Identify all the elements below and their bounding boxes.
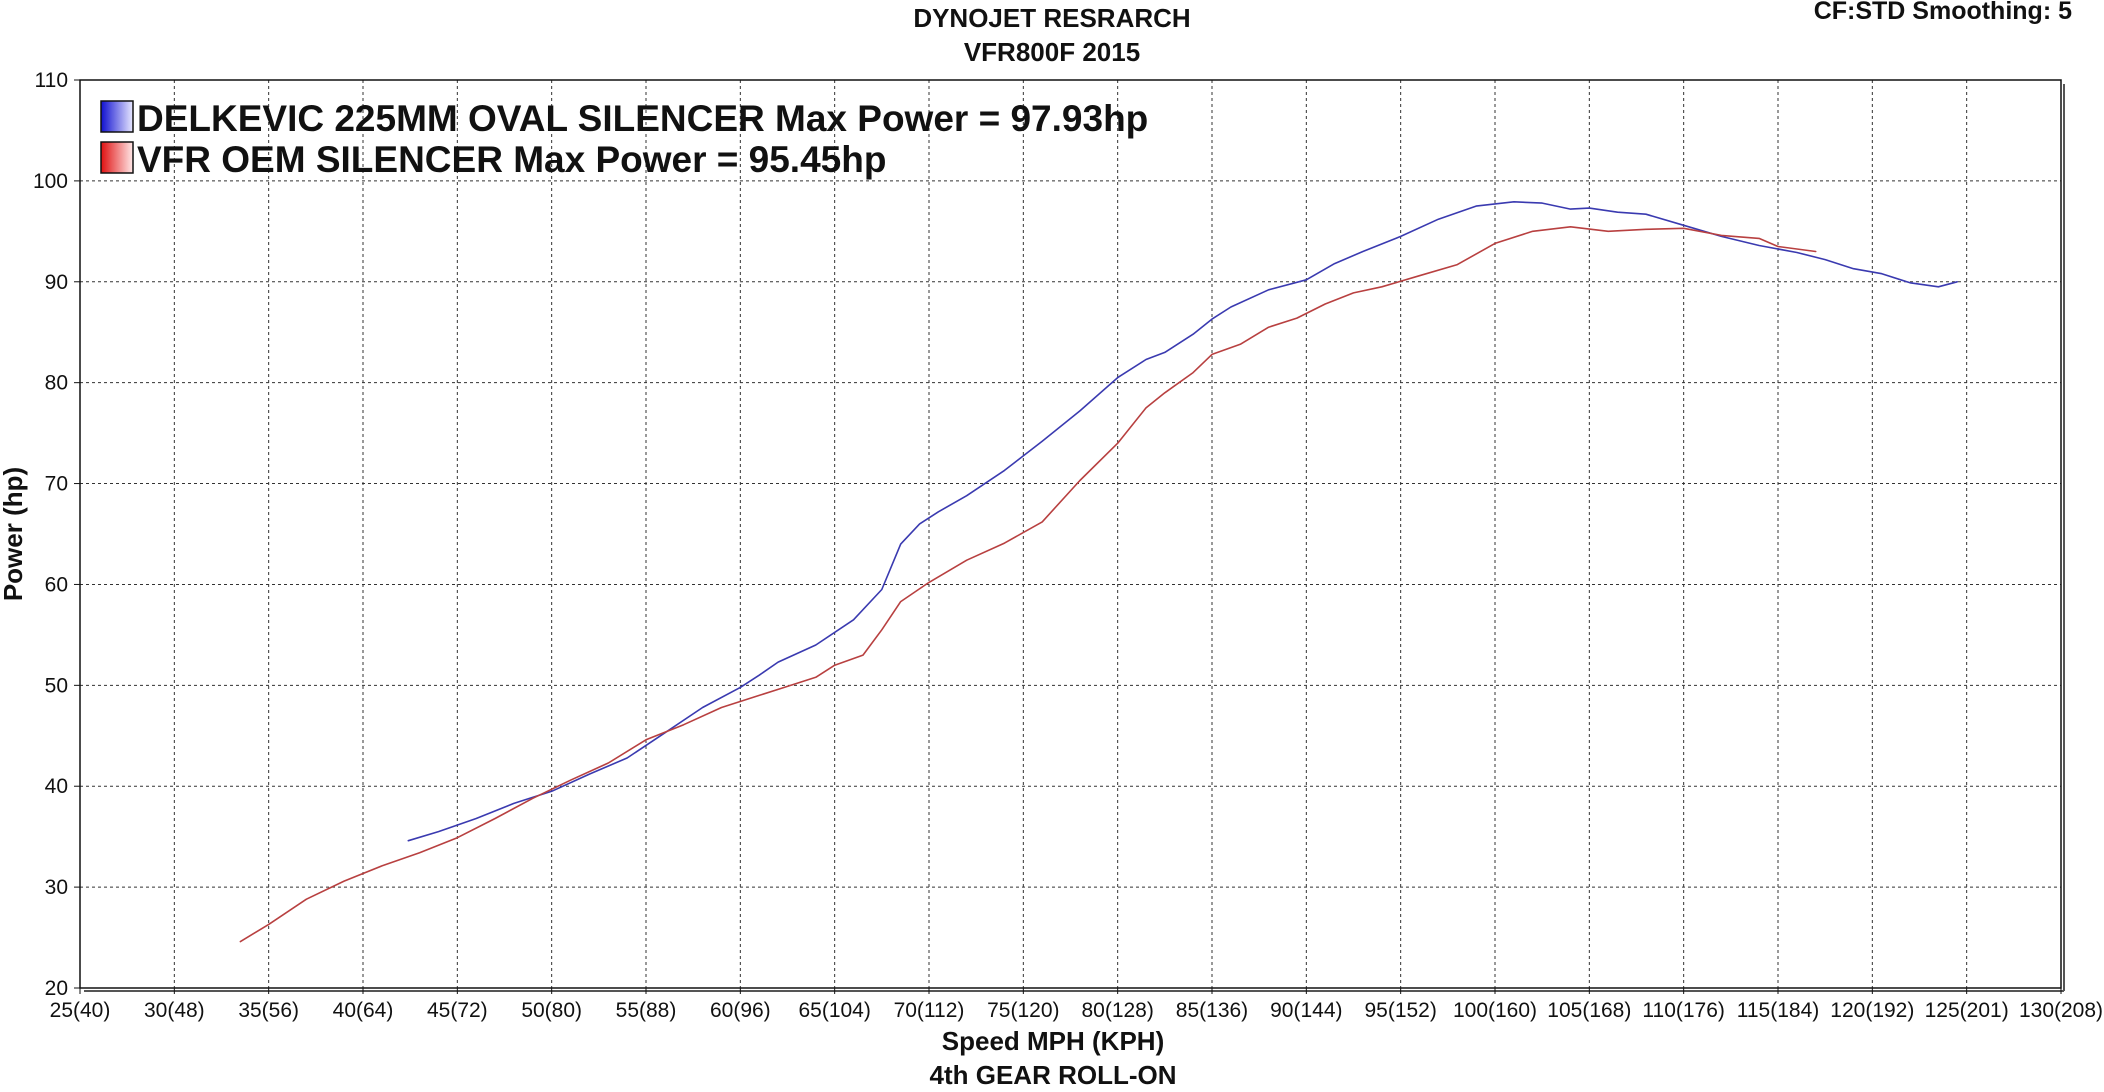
series-line-vfr-oem (239, 226, 1817, 943)
legend: DELKEVIC 225MM OVAL SILENCER Max Power =… (100, 98, 1148, 180)
x-tick-label: 130(208) (2019, 999, 2103, 1022)
x-tick-label: 35(56) (238, 999, 299, 1022)
grid-lines (80, 80, 2061, 988)
x-axis-label: Speed MPH (KPH) (942, 1026, 1164, 1056)
x-tick-label: 115(184) (1737, 999, 1820, 1022)
y-tick-label: 90 (45, 271, 68, 294)
x-axis-sublabel: 4th GEAR ROLL-ON (930, 1060, 1177, 1087)
y-tick-label: 30 (45, 876, 68, 899)
x-tick-label: 65(104) (798, 999, 870, 1022)
x-tick-label: 45(72) (427, 999, 488, 1022)
y-axis-label: Power (hp) (0, 467, 28, 601)
x-tick-label: 30(48) (144, 999, 205, 1022)
x-tick-label: 25(40) (50, 999, 111, 1022)
x-tick-label: 105(168) (1547, 999, 1631, 1022)
x-tick-label: 110(176) (1642, 999, 1725, 1022)
x-tick-label: 100(160) (1453, 999, 1537, 1022)
y-tick-label: 110 (35, 69, 68, 92)
legend-label-delkevic: DELKEVIC 225MM OVAL SILENCER Max Power =… (137, 98, 1148, 139)
x-tick-label: 85(136) (1176, 999, 1248, 1022)
y-tick-label: 70 (45, 473, 68, 496)
chart-subtitle: VFR800F 2015 (964, 37, 1140, 67)
legend-label-vfr-oem: VFR OEM SILENCER Max Power = 95.45hp (137, 139, 886, 180)
legend-swatch-delkevic (100, 100, 134, 133)
x-tick-label: 95(152) (1364, 999, 1436, 1022)
x-tick-label: 80(128) (1081, 999, 1153, 1022)
y-tick-label: 20 (45, 977, 68, 1000)
series-line-delkevic (407, 201, 1958, 842)
x-tick-label: 50(80) (521, 999, 582, 1022)
x-tick-labels: 25(40) 30(48) 35(56) 40(64) 45(72) 50(80) 55(8… (50, 988, 2103, 1022)
x-tick-label: 55(88) (616, 999, 677, 1022)
y-tick-label: 40 (45, 775, 68, 798)
x-tick-label: 125(201) (1925, 999, 2009, 1022)
x-tick-label: 120(192) (1830, 999, 1914, 1022)
series-lines (239, 201, 1958, 943)
y-tick-label: 80 (45, 372, 68, 395)
x-tick-label: 70(112) (894, 999, 965, 1022)
x-tick-label: 40(64) (333, 999, 394, 1022)
legend-swatch-vfr-oem (100, 141, 134, 174)
cf-smoothing-label: CF:STD Smoothing: 5 (1814, 0, 2072, 25)
y-tick-label: 100 (33, 170, 68, 193)
chart-title: DYNOJET RESRARCH (913, 3, 1190, 33)
y-tick-labels: 20 30 40 50 60 70 80 90 100 110 (33, 69, 80, 1000)
x-tick-label: 60(96) (710, 999, 771, 1022)
y-tick-label: 50 (45, 674, 68, 697)
y-tick-label: 60 (45, 573, 68, 596)
plot-frame (79, 79, 2062, 989)
x-tick-label: 90(144) (1270, 999, 1342, 1022)
x-tick-label: 75(120) (987, 999, 1059, 1022)
